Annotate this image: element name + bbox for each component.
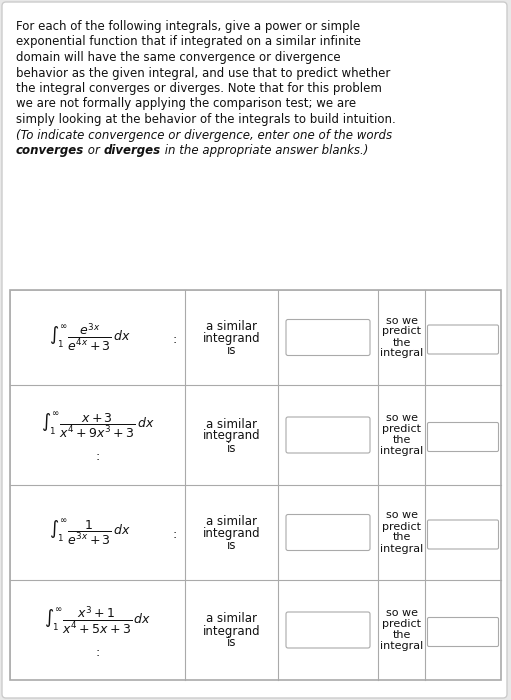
Text: predict: predict [382, 424, 421, 434]
Text: :: : [96, 645, 100, 659]
Text: domain will have the same convergence or divergence: domain will have the same convergence or… [16, 51, 341, 64]
FancyBboxPatch shape [286, 417, 370, 453]
Text: :: : [173, 333, 177, 346]
Text: the: the [392, 435, 411, 445]
Bar [11, 580, 500, 680]
Text: :: : [96, 451, 100, 463]
Text: integral: integral [380, 543, 423, 554]
Text: behavior as the given integral, and use that to predict whether: behavior as the given integral, and use … [16, 66, 390, 80]
Text: is: is [227, 636, 236, 650]
Text: so we: so we [385, 510, 417, 521]
Text: integrand: integrand [203, 527, 260, 540]
Text: integrand: integrand [203, 624, 260, 638]
Text: the integral converges or diverges. Note that for this problem: the integral converges or diverges. Note… [16, 82, 382, 95]
Text: predict: predict [382, 619, 421, 629]
Text: or: or [84, 144, 104, 157]
Text: predict: predict [382, 326, 421, 337]
Text: :: : [173, 528, 177, 541]
Bar [11, 386, 500, 484]
Bar [11, 290, 500, 384]
Text: $\int_1^{\infty} \dfrac{e^{3x}}{e^{4x}+3}\, dx$: $\int_1^{\infty} \dfrac{e^{3x}}{e^{4x}+3… [49, 321, 130, 354]
Text: so we: so we [385, 608, 417, 618]
FancyBboxPatch shape [286, 319, 370, 356]
Text: is: is [227, 344, 236, 357]
FancyBboxPatch shape [428, 520, 499, 549]
FancyBboxPatch shape [428, 617, 499, 647]
Text: integral: integral [380, 641, 423, 651]
Text: $\int_1^{\infty} \dfrac{x^3+1}{x^4+5x+3}\, dx$: $\int_1^{\infty} \dfrac{x^3+1}{x^4+5x+3}… [44, 604, 151, 636]
Text: integral: integral [380, 349, 423, 358]
Text: a similar: a similar [206, 417, 257, 430]
FancyBboxPatch shape [428, 325, 499, 354]
Text: $\int_1^{\infty} \dfrac{1}{e^{3x}+3}\, dx$: $\int_1^{\infty} \dfrac{1}{e^{3x}+3}\, d… [49, 517, 130, 547]
Text: the: the [392, 533, 411, 542]
Text: converges: converges [16, 144, 84, 157]
Text: a similar: a similar [206, 320, 257, 333]
FancyBboxPatch shape [286, 514, 370, 550]
Text: is: is [227, 442, 236, 454]
Bar [11, 486, 500, 580]
Text: $\int_1^{\infty} \dfrac{x+3}{x^4+9x^3+3}\, dx$: $\int_1^{\infty} \dfrac{x+3}{x^4+9x^3+3}… [41, 410, 154, 440]
Text: predict: predict [382, 522, 421, 531]
FancyBboxPatch shape [428, 423, 499, 452]
Bar [10, 290, 501, 680]
Text: diverges: diverges [104, 144, 161, 157]
Bar [10, 290, 501, 680]
Text: so we: so we [385, 316, 417, 326]
Text: a similar: a similar [206, 612, 257, 626]
Text: we are not formally applying the comparison test; we are: we are not formally applying the compari… [16, 97, 356, 111]
Text: For each of the following integrals, give a power or simple: For each of the following integrals, giv… [16, 20, 360, 33]
Text: integrand: integrand [203, 332, 260, 345]
Text: (To indicate convergence or divergence, enter one of the words: (To indicate convergence or divergence, … [16, 129, 392, 141]
Text: integrand: integrand [203, 430, 260, 442]
Text: simply looking at the behavior of the integrals to build intuition.: simply looking at the behavior of the in… [16, 113, 396, 126]
Text: a similar: a similar [206, 515, 257, 528]
FancyBboxPatch shape [286, 612, 370, 648]
Text: the: the [392, 630, 411, 640]
Text: so we: so we [385, 413, 417, 423]
Text: exponential function that if integrated on a similar infinite: exponential function that if integrated … [16, 36, 361, 48]
Text: in the appropriate answer blanks.): in the appropriate answer blanks.) [161, 144, 368, 157]
Text: the: the [392, 337, 411, 347]
Text: integral: integral [380, 446, 423, 456]
Text: is: is [227, 539, 236, 552]
